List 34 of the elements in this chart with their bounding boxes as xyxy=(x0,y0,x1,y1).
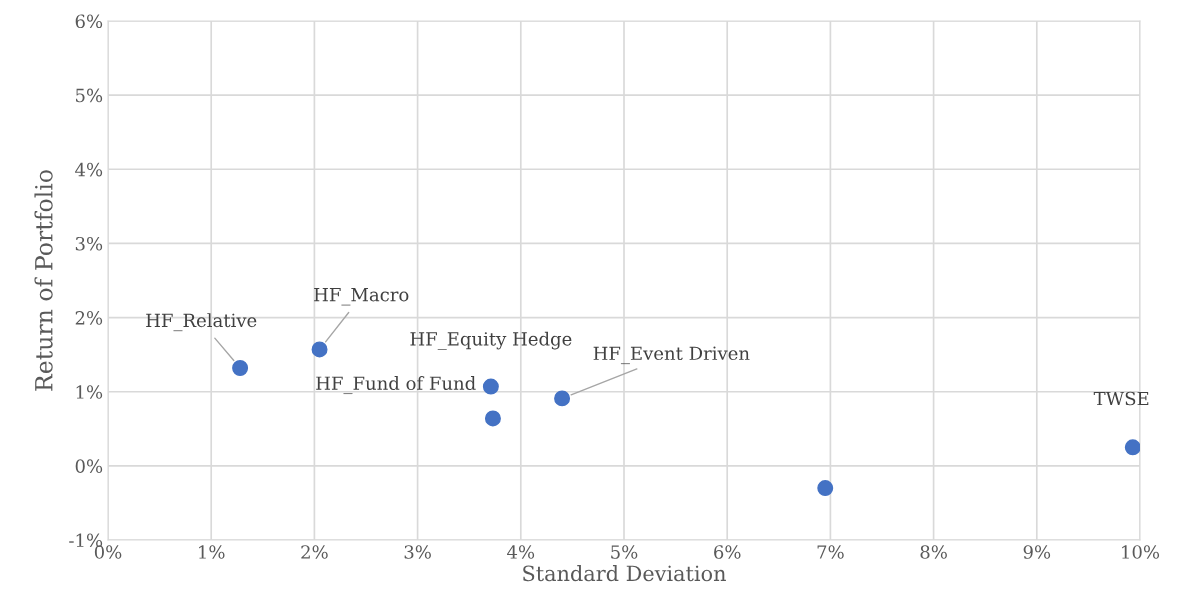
y-tick-label: -1% xyxy=(69,533,103,548)
y-tick-label: 2% xyxy=(75,311,103,325)
y-axis-title: Return of Portfolio xyxy=(34,170,53,391)
x-tick-label: 5% xyxy=(611,545,638,559)
x-tick-label: 2% xyxy=(301,545,328,559)
point xyxy=(817,480,834,497)
point xyxy=(484,410,501,427)
x-tick-label: 8% xyxy=(920,545,947,559)
annotation: HF_Macro xyxy=(314,287,409,306)
x-tick-label: 4% xyxy=(507,545,535,559)
x-tick-label: 7% xyxy=(817,545,844,559)
y-tick-label: 1% xyxy=(76,385,103,399)
x-tick-label: 9% xyxy=(1023,545,1051,559)
x-tick-label: 0% xyxy=(94,545,122,559)
x-axis-title: Standard Deviation xyxy=(523,565,726,582)
x-tick-label: 10% xyxy=(1122,545,1160,559)
y-tick-label: 6% xyxy=(75,14,103,29)
point xyxy=(232,360,249,376)
annotation: HF_Fund of Fund xyxy=(316,376,476,395)
y-tick-label: 5% xyxy=(76,88,103,103)
y-tick-label: 4% xyxy=(75,162,103,177)
point xyxy=(554,390,571,407)
annotation: TWSE xyxy=(1093,391,1149,406)
point xyxy=(482,378,499,395)
y-tick-label: 3% xyxy=(75,236,103,251)
point xyxy=(311,341,328,358)
x-tick-label: 3% xyxy=(404,545,431,559)
annotation: HF_Equity Hedge xyxy=(410,331,572,350)
annotation: HF_Relative xyxy=(146,313,257,332)
x-tick-label: 1% xyxy=(199,545,225,559)
point xyxy=(1124,439,1140,456)
x-tick-label: 6% xyxy=(714,545,741,559)
annotation: HF_Event Driven xyxy=(593,346,750,365)
y-tick-label: 0% xyxy=(75,459,103,473)
